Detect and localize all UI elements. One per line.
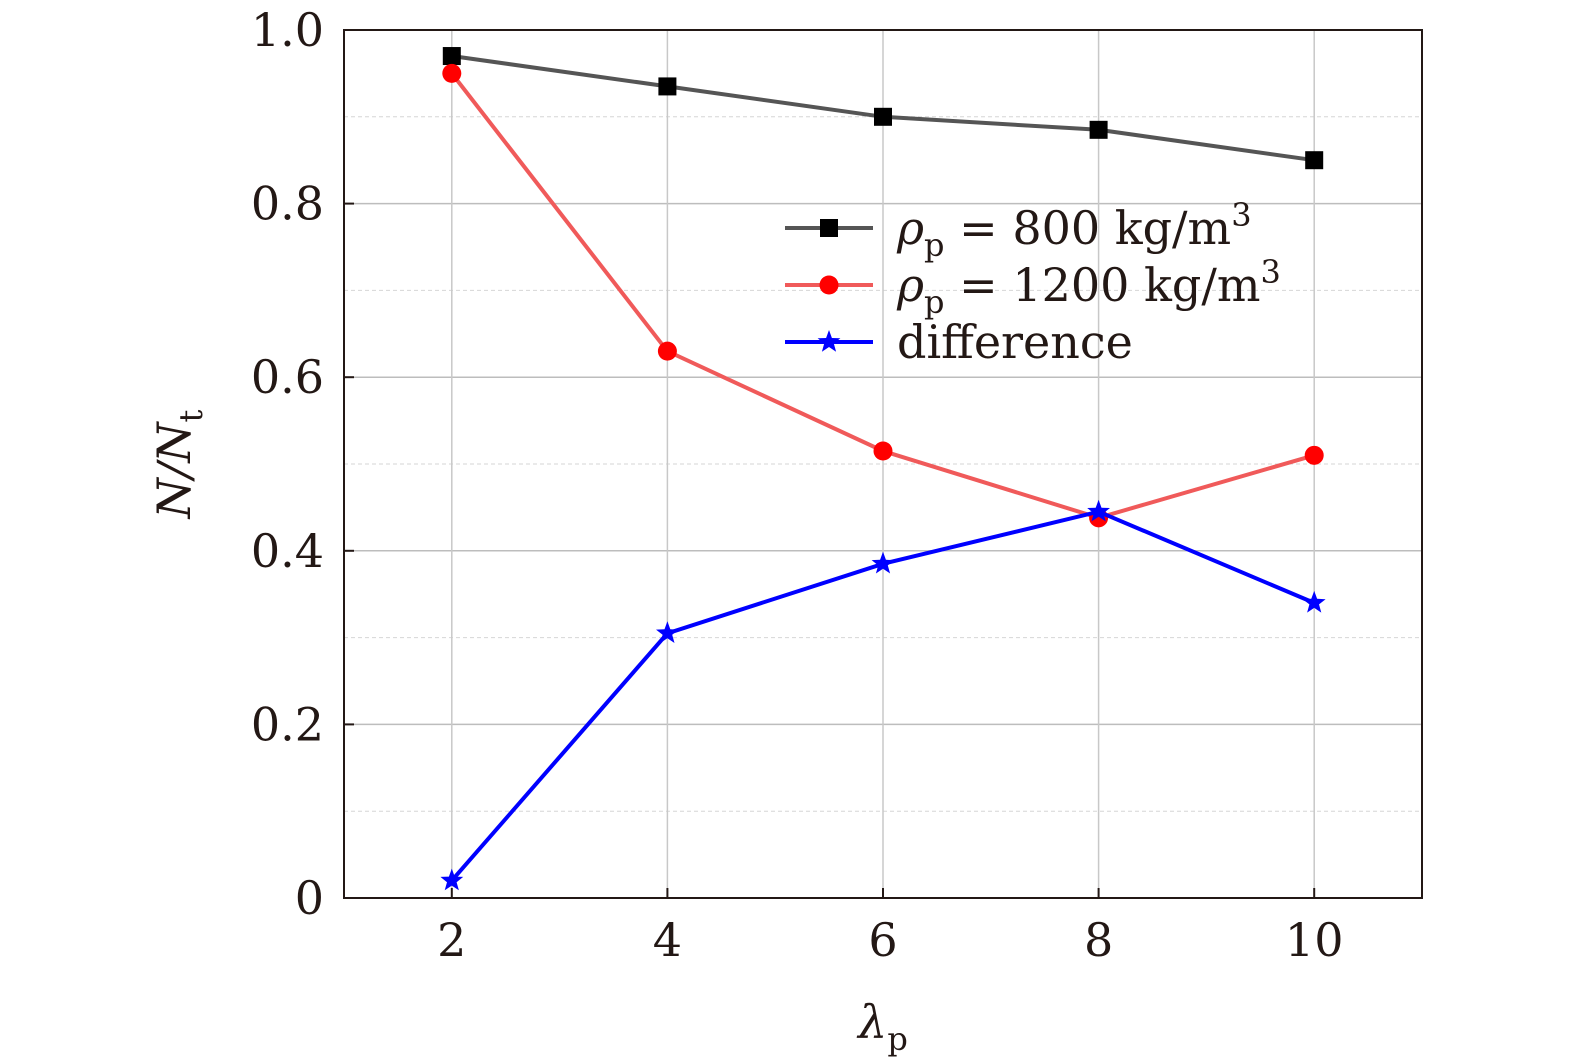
x-tick-label: 4 [653, 913, 682, 967]
legend-marker [817, 330, 841, 352]
data-point [658, 77, 677, 96]
series-layer [440, 47, 1326, 891]
y-axis-label: N/Nt [147, 409, 210, 519]
y-tick-label: 0.6 [251, 350, 324, 404]
x-tick-label: 6 [868, 913, 897, 967]
y-tick-label: 0 [295, 871, 324, 925]
data-point [1089, 120, 1108, 139]
data-point [1087, 499, 1110, 522]
x-tick-label: 8 [1084, 913, 1113, 967]
y-tick-label: 0.4 [251, 524, 324, 578]
legend-marker [820, 219, 838, 237]
series-3 [440, 499, 1326, 891]
data-point [871, 551, 895, 574]
data-point [1304, 445, 1324, 465]
x-tick-label: 10 [1285, 913, 1344, 967]
data-point [442, 47, 461, 66]
legend-item-3: difference [785, 315, 1133, 369]
data-point [440, 868, 464, 891]
legend-item-1: ρp = 800 kg/m3 [785, 196, 1252, 264]
x-axis-label: λp [856, 995, 908, 1058]
data-point [1302, 590, 1326, 613]
x-tick-label: 2 [437, 913, 466, 967]
axis-ticks: 2 4 6 8 10 0 0.2 0.4 0.6 0.8 1.0 [251, 3, 1344, 967]
data-point [442, 63, 462, 83]
data-point [657, 341, 677, 361]
legend-label: ρp = 800 kg/m3 [896, 196, 1252, 264]
data-point [873, 441, 893, 461]
data-point [656, 621, 679, 643]
y-tick-label: 1.0 [251, 3, 324, 57]
legend-label: ρp = 1200 kg/m3 [896, 253, 1281, 321]
series-1 [442, 47, 1324, 170]
legend-item-2: ρp = 1200 kg/m3 [785, 253, 1281, 321]
y-tick-label: 0.8 [251, 177, 324, 231]
major-gridlines [344, 30, 1422, 898]
data-point [874, 107, 892, 126]
series-2 [442, 63, 1324, 528]
data-point [1305, 151, 1324, 170]
legend-label: difference [897, 315, 1133, 369]
legend-marker [819, 275, 839, 295]
y-tick-label: 0.2 [251, 697, 324, 751]
